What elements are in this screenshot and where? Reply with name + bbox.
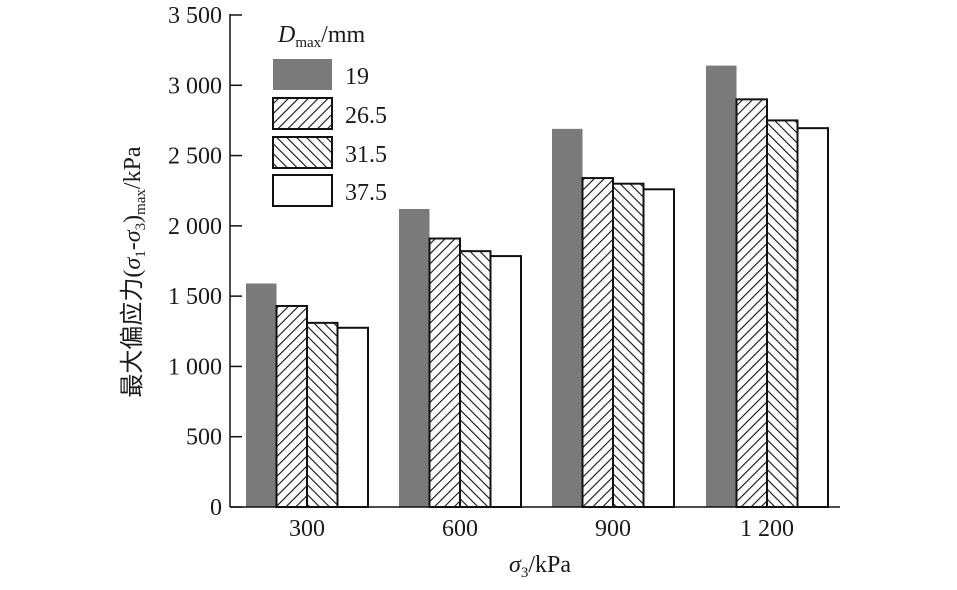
y-tick-label: 3 500 xyxy=(168,3,222,29)
bar-900-26.5 xyxy=(581,177,614,508)
x-axis-label: σ3/kPa xyxy=(509,552,571,581)
bar-1200-37.5 xyxy=(796,127,829,508)
y-tick-label: 2 500 xyxy=(168,144,222,170)
y-tick-label: 2 000 xyxy=(168,214,222,240)
bars-layer xyxy=(246,65,829,509)
legend-swatch-19 xyxy=(273,59,332,90)
y-axis-label: 最大偏应力(σ1-σ3)max/kPa xyxy=(119,146,149,398)
bar-900-31.5 xyxy=(612,182,645,509)
x-tick-label: 600 xyxy=(442,516,478,542)
legend-label: 19 xyxy=(345,64,369,90)
bar-900-37.5 xyxy=(642,188,675,509)
bar-600-19 xyxy=(399,208,430,507)
legend-label: 31.5 xyxy=(345,142,387,168)
bar-600-26.5 xyxy=(428,237,461,508)
bar-300-31.5 xyxy=(306,321,339,509)
legend-swatch-37.5 xyxy=(272,174,333,207)
y-tick-label: 500 xyxy=(186,425,222,451)
bar-900-19 xyxy=(552,128,583,507)
bar-300-19 xyxy=(246,283,277,507)
bar-300-37.5 xyxy=(336,326,369,508)
legend-label: 26.5 xyxy=(345,103,387,129)
bar-1200-26.5 xyxy=(735,98,768,508)
x-tick-label: 300 xyxy=(289,516,325,542)
bar-600-37.5 xyxy=(489,255,522,508)
legend-swatch-31.5 xyxy=(272,136,333,169)
x-tick-label: 1 200 xyxy=(740,516,794,542)
bar-600-31.5 xyxy=(459,250,492,508)
legend-swatch-26.5 xyxy=(272,97,333,130)
y-tick-label: 0 xyxy=(210,495,222,521)
legend-title: Dmax/mm xyxy=(277,22,366,51)
bar-1200-19 xyxy=(706,65,737,507)
x-tick-label: 900 xyxy=(595,516,631,542)
legend-label: 37.5 xyxy=(345,180,387,206)
legend: 19 26.5 31.5 37.5 xyxy=(272,59,387,207)
axes-layer: 300 600 900 1 200 0 500 1 000 1 500 2 000 2 500 3 … xyxy=(168,3,840,542)
y-tick-label: 1 500 xyxy=(168,284,222,310)
bar-300-26.5 xyxy=(275,304,308,508)
bar-1200-31.5 xyxy=(766,119,799,509)
y-tick-label: 1 000 xyxy=(168,354,222,380)
y-tick-label: 3 000 xyxy=(168,73,222,99)
